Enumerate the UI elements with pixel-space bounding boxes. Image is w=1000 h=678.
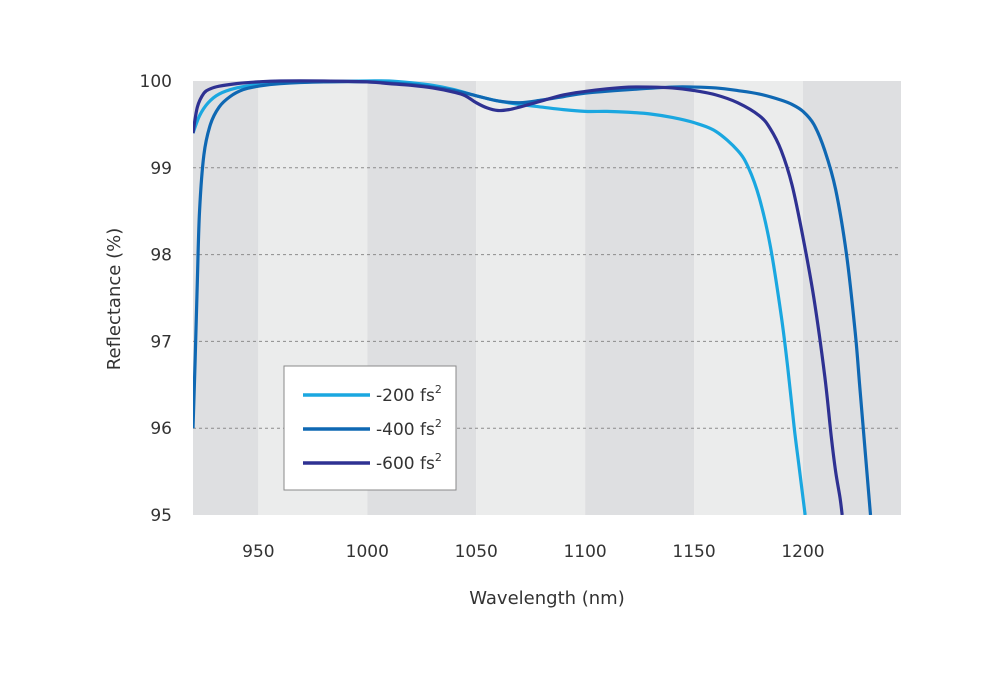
x-tick-label: 1200 <box>781 542 824 562</box>
background-band <box>476 81 586 515</box>
x-axis-title: Wavelength (nm) <box>469 588 625 609</box>
background-band <box>694 81 803 515</box>
y-tick-label: 98 <box>150 246 172 266</box>
background-band <box>193 81 259 515</box>
legend: -200 fs2 -400 fs2 -600 fs2 <box>283 365 457 491</box>
series-line <box>193 79 844 515</box>
legend-label: -600 fs2 <box>376 451 442 474</box>
legend-label: -400 fs2 <box>376 417 442 440</box>
grid-lines <box>193 167 901 429</box>
y-tick-labels: 95 96 97 98 99 100 <box>140 72 172 526</box>
background-band <box>585 81 695 515</box>
legend-label-superscript: 2 <box>435 383 442 396</box>
x-tick-label: 950 <box>242 542 274 562</box>
x-tick-label: 1000 <box>346 542 389 562</box>
x-tick-label: 1150 <box>672 542 715 562</box>
y-tick-label: 96 <box>150 419 172 439</box>
x-tick-label: 1050 <box>455 542 498 562</box>
series-lines <box>193 79 873 515</box>
legend-label-superscript: 2 <box>435 451 442 464</box>
x-tick-labels: 950 1000 1050 1100 1150 1200 <box>242 542 824 562</box>
y-tick-label: 100 <box>140 72 172 92</box>
y-tick-label: 99 <box>150 159 172 179</box>
y-axis-title: Reflectance (%) <box>104 228 125 370</box>
y-tick-label: 95 <box>150 506 172 526</box>
legend-label: -200 fs2 <box>376 383 442 406</box>
background-bands <box>193 81 901 515</box>
x-tick-label: 1100 <box>563 542 606 562</box>
y-tick-label: 97 <box>150 332 172 352</box>
legend-label-superscript: 2 <box>435 417 442 430</box>
